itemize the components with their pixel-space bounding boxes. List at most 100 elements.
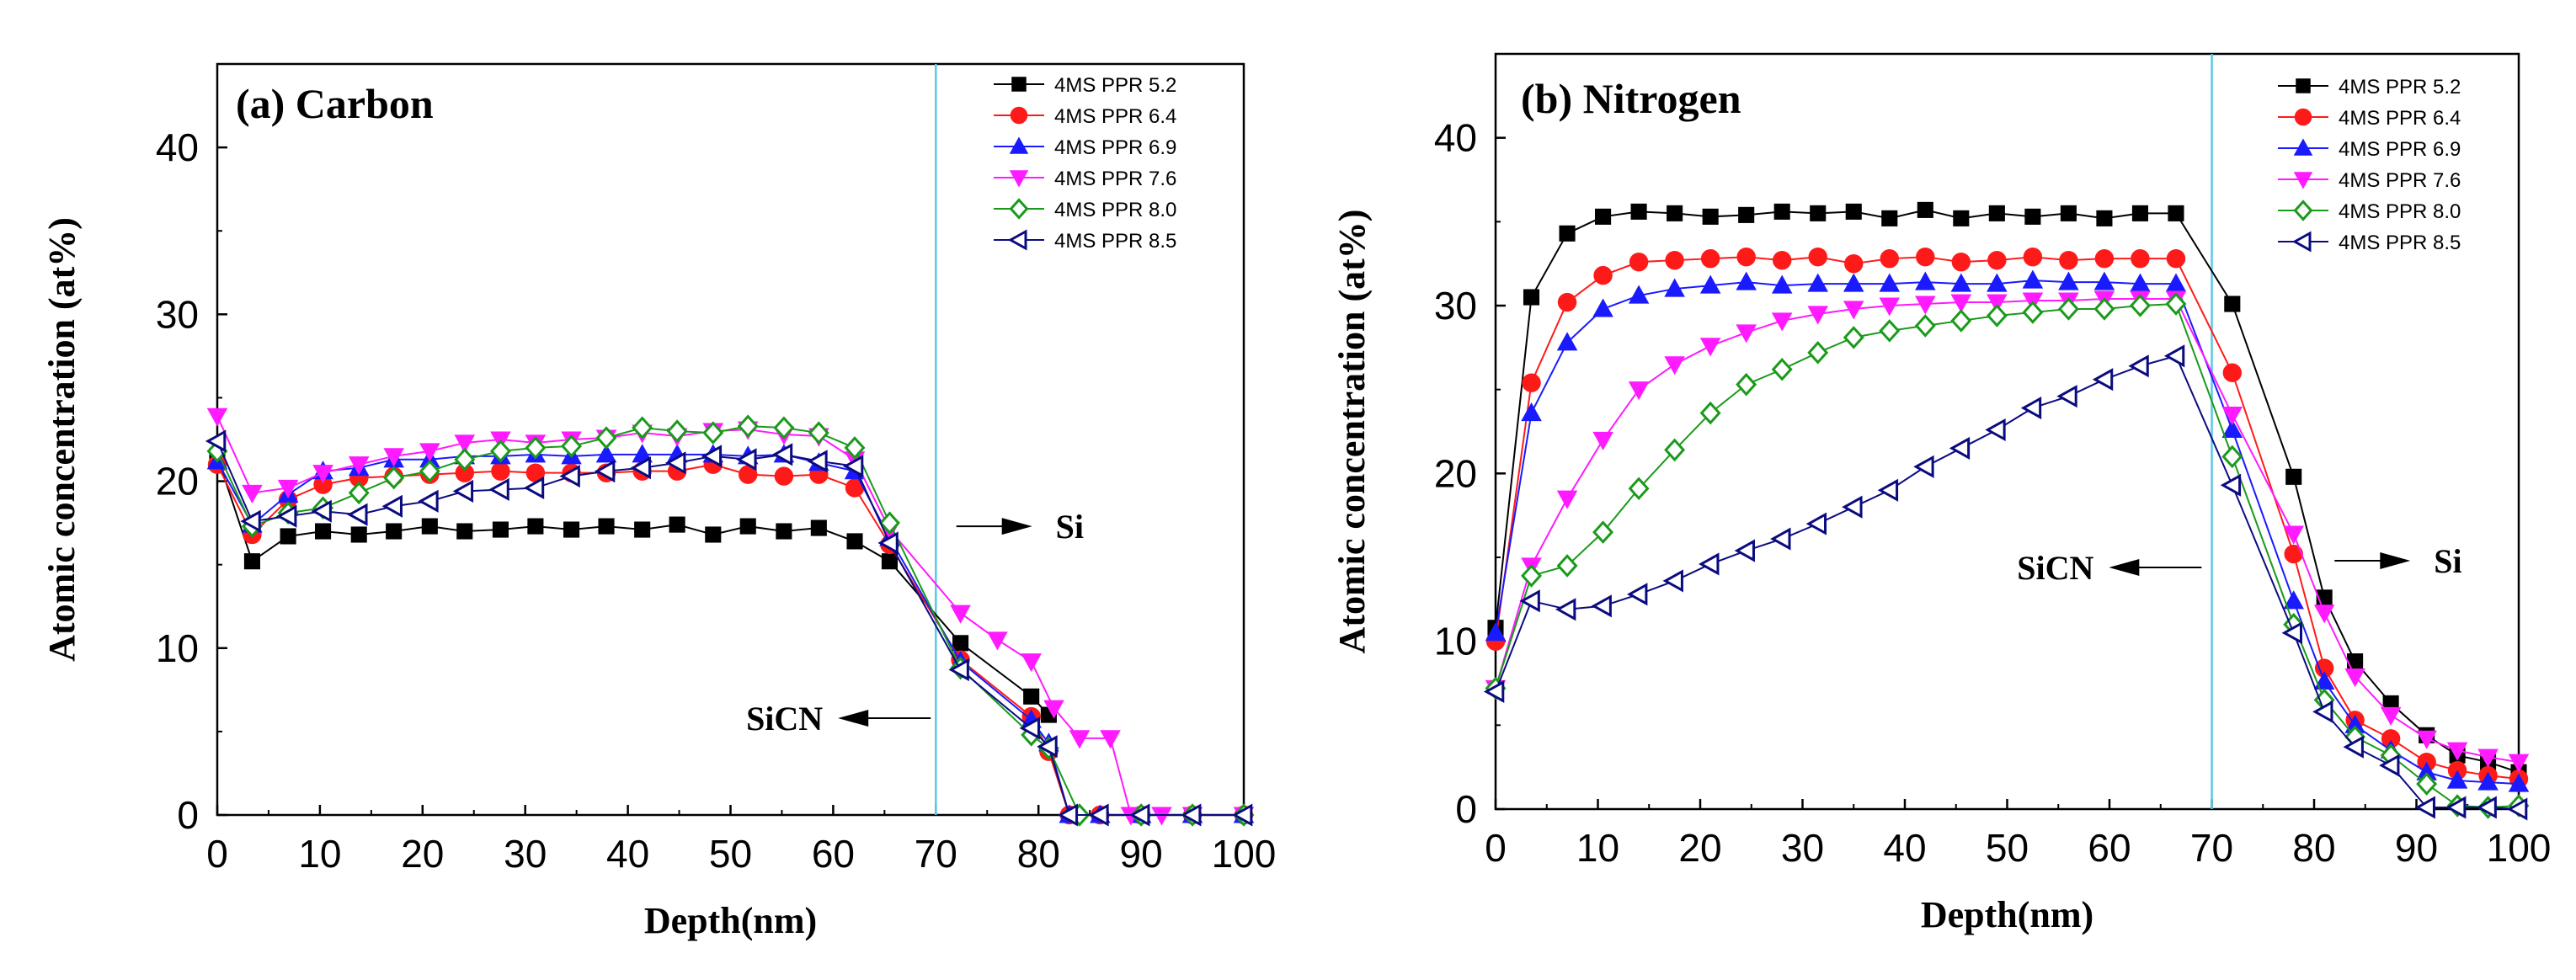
data-point [2022, 301, 2044, 324]
data-point [2379, 754, 2400, 777]
data-point [1021, 653, 1042, 673]
y-tick-label: 0 [1455, 787, 1477, 831]
x-tick-label: 20 [1678, 826, 1721, 870]
data-point [1592, 298, 1613, 317]
data-point [276, 504, 297, 528]
data-point [1700, 248, 1720, 269]
data-point [2224, 296, 2241, 312]
series-line [216, 463, 1244, 816]
data-point [1702, 208, 1719, 225]
series-4ms-ppr-8.5 [205, 429, 1253, 827]
data-point [2508, 773, 2530, 792]
data-point [383, 448, 404, 467]
data-point [559, 465, 580, 488]
x-tick-label: 40 [1883, 826, 1926, 870]
data-point [488, 477, 509, 502]
data-point [2344, 668, 2365, 688]
legend-label: 4MS PPR 8.0 [2339, 200, 2461, 223]
data-point [1881, 210, 1898, 226]
data-point [1877, 478, 1899, 502]
data-point [2380, 706, 2402, 726]
data-point [1043, 700, 1064, 719]
legend: 4MS PPR 5.2 4MS PPR 6.4 4MS PPR 6.9 4MS PPR… [2278, 76, 2461, 254]
data-point [2059, 250, 2078, 270]
data-point [1180, 803, 1202, 827]
data-point [277, 479, 299, 499]
data-point [1699, 274, 1721, 294]
legend-marker [1009, 170, 1029, 188]
data-point [2131, 205, 2148, 221]
series-4ms-ppr-8.5 [1483, 344, 2528, 821]
data-point [1151, 807, 1172, 826]
data-point [2020, 397, 2042, 420]
legend-marker [2294, 108, 2312, 126]
series-line [1495, 298, 2520, 764]
data-point [736, 448, 757, 471]
data-point [1949, 436, 1971, 460]
annotation-si: Si [2334, 542, 2462, 580]
data-point [2093, 271, 2115, 290]
data-point [1773, 250, 1792, 270]
series-4ms-ppr-6.9 [1485, 269, 2530, 792]
data-point [1699, 338, 1721, 357]
data-point [1559, 225, 1576, 242]
data-point [1069, 730, 1091, 749]
y-tick-label: 10 [1434, 620, 1477, 663]
data-point [1592, 431, 1613, 451]
data-point [206, 407, 228, 427]
data-point [774, 466, 794, 486]
y-axis-title: Atomic concentration (at%) [1331, 210, 1373, 654]
data-point [1556, 490, 1578, 509]
data-point [2165, 292, 2187, 316]
data-point [1950, 294, 1972, 313]
data-point [2477, 771, 2499, 791]
x-tick-label: 60 [2088, 826, 2131, 870]
data-point [240, 509, 261, 533]
data-point [1630, 203, 1647, 220]
data-point [2129, 294, 2151, 317]
data-point [1593, 265, 1613, 285]
data-point [1880, 248, 1899, 269]
y-tick-label: 40 [156, 125, 199, 169]
data-point [842, 455, 864, 478]
data-point [1595, 208, 1612, 225]
data-point [1844, 253, 1864, 274]
data-point [771, 443, 793, 466]
data-point [2446, 742, 2468, 761]
panel-title: (b) Nitrogen [1521, 75, 1741, 122]
data-point [2163, 344, 2185, 368]
data-point [1129, 803, 1150, 827]
data-point [1987, 273, 2008, 292]
data-point [1664, 356, 1685, 375]
annotation-label: SiCN [746, 700, 823, 738]
data-point [1736, 247, 1756, 267]
data-point [1088, 803, 1109, 827]
data-point [1664, 278, 1685, 297]
data-point [1917, 201, 1933, 218]
data-point [1843, 301, 1864, 320]
data-point [2096, 210, 2113, 226]
data-point [881, 553, 898, 570]
data-point [1915, 296, 1936, 315]
x-tick-label: 0 [1485, 826, 1507, 870]
data-point [1843, 326, 1864, 349]
data-point [2166, 248, 2186, 269]
legend-marker [1010, 106, 1028, 125]
data-point [280, 528, 296, 545]
legend-marker [1011, 77, 1027, 92]
data-point [594, 460, 616, 483]
data-point [1667, 205, 1683, 221]
x-tick-label: 70 [2190, 826, 2233, 870]
data-point [2221, 445, 2243, 469]
data-point [877, 531, 899, 555]
data-point [2060, 205, 2077, 221]
x-axis-title: Depth(nm) [644, 900, 817, 941]
legend: 4MS PPR 5.2 4MS PPR 6.4 4MS PPR 6.9 4MS PPR… [994, 74, 1176, 253]
x-tick-label: 40 [606, 832, 649, 876]
data-point [1023, 688, 1040, 705]
data-point [1950, 309, 1972, 333]
data-point [1629, 252, 1649, 272]
data-point [1913, 455, 1934, 478]
data-point [665, 451, 686, 475]
